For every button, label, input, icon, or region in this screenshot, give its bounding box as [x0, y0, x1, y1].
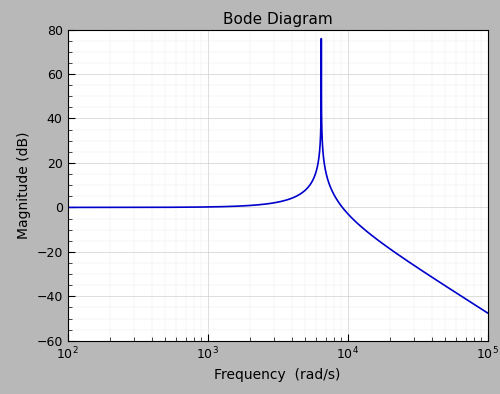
- X-axis label: Frequency  (rad/s): Frequency (rad/s): [214, 368, 340, 382]
- Title: Bode Diagram: Bode Diagram: [222, 12, 332, 27]
- Y-axis label: Magnitude (dB): Magnitude (dB): [16, 132, 30, 239]
